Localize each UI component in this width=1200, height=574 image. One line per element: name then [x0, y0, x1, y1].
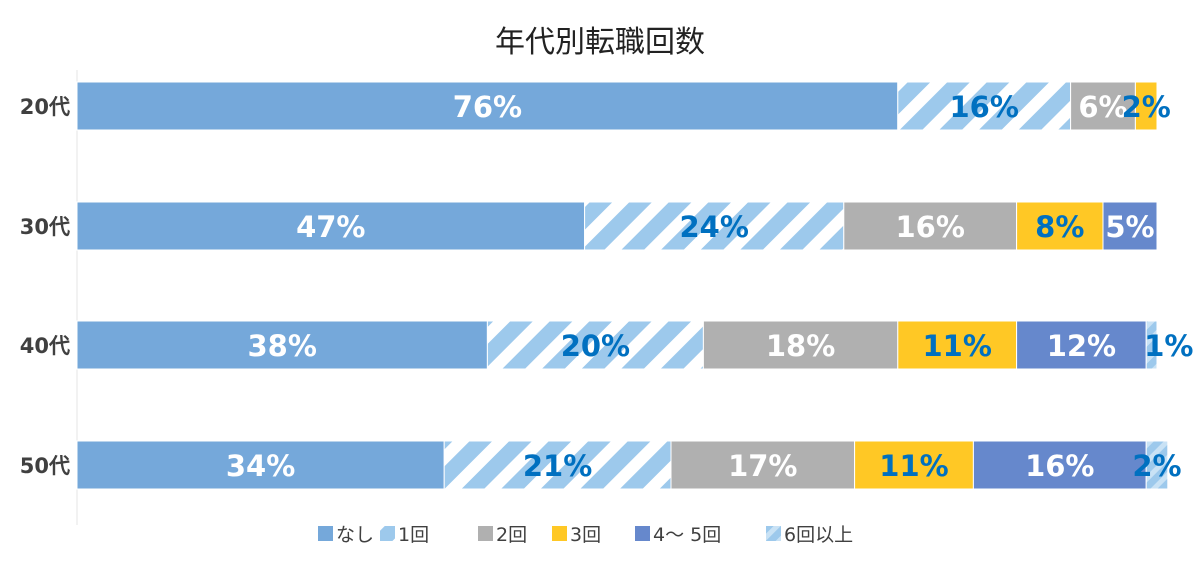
bar-segment-1 [486, 320, 704, 370]
chart-title: 年代別転職回数 [495, 25, 705, 60]
bar-segment-0 [76, 440, 445, 490]
bar-segment-3 [1134, 81, 1158, 131]
legend-item: 2回 [478, 524, 527, 546]
bar-segment-0 [76, 320, 488, 370]
legend-label: 1回 [398, 524, 429, 546]
data-label: 1% [1144, 329, 1193, 363]
data-label: 24% [679, 210, 748, 244]
bar-segment-4 [1102, 201, 1158, 251]
bar-segment-4 [1016, 320, 1147, 370]
data-label: 21% [523, 449, 592, 483]
legend-swatch [478, 526, 493, 541]
legend-label: 2回 [496, 524, 527, 546]
category-label: 40代 [20, 334, 70, 358]
bar-segment-0 [76, 81, 899, 131]
data-label: 2% [1132, 449, 1181, 483]
bar-segment-0 [76, 201, 586, 251]
legend-label: 3回 [570, 524, 601, 546]
legend-label: 6回以上 [784, 524, 853, 546]
bar-segment-5 [1145, 440, 1169, 490]
legend-label: 4～ 5回 [653, 524, 721, 546]
bar-segment-3 [897, 320, 1018, 370]
data-label: 6% [1078, 90, 1127, 124]
data-label: 16% [1025, 449, 1094, 483]
bar-segment-1 [443, 440, 672, 490]
bar-segment-2 [702, 320, 899, 370]
data-label: 8% [1035, 210, 1084, 244]
data-label: 16% [949, 90, 1018, 124]
data-label: 12% [1047, 329, 1116, 363]
category-label: 20代 [20, 95, 70, 119]
legend-item: 3回 [552, 524, 601, 546]
data-label: 34% [226, 449, 295, 483]
legend-label: なし [336, 524, 374, 546]
data-label: 47% [296, 210, 365, 244]
legend-item: 6回以上 [766, 524, 853, 546]
data-label: 20% [561, 329, 630, 363]
legend-swatch [635, 526, 650, 541]
legend-swatch [552, 526, 567, 541]
data-label: 2% [1122, 90, 1171, 124]
data-label: 11% [879, 449, 948, 483]
bar-segment-1 [897, 81, 1072, 131]
bar-segment-2 [843, 201, 1018, 251]
legend-item: 1回 [380, 524, 429, 546]
bar-segment-3 [854, 440, 974, 490]
data-label: 38% [247, 329, 316, 363]
bar-segment-2 [670, 440, 856, 490]
data-label: 76% [453, 90, 522, 124]
category-label: 30代 [20, 215, 70, 239]
legend-swatch [766, 526, 781, 541]
legend-swatch [380, 526, 395, 541]
category-label: 50代 [20, 454, 70, 478]
legend-swatch [318, 526, 333, 541]
bar-segment-5 [1145, 320, 1158, 370]
bar-segment-2 [1070, 81, 1136, 131]
legend-item: 4～ 5回 [635, 524, 721, 546]
data-label: 17% [728, 449, 797, 483]
legend-item: なし [318, 524, 374, 546]
bar-segment-4 [972, 440, 1147, 490]
data-label: 5% [1105, 210, 1154, 244]
data-label: 11% [922, 329, 991, 363]
data-label: 16% [895, 210, 964, 244]
data-label: 18% [766, 329, 835, 363]
bar-segment-1 [584, 201, 845, 251]
